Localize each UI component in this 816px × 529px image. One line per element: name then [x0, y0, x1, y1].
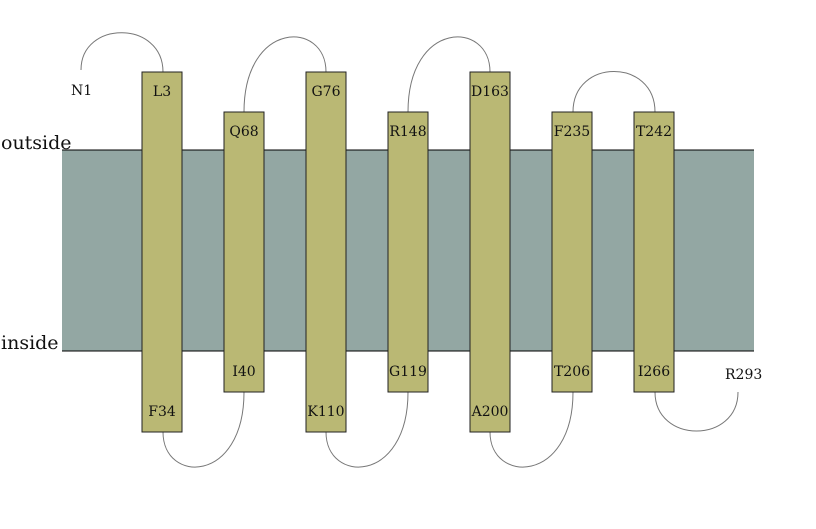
helix-2-top-label: Q68: [229, 124, 258, 140]
helix-5: [469, 71, 511, 433]
loop-h5-h6: [489, 391, 574, 468]
loop-c-term: [654, 391, 739, 432]
outside-label: outside: [1, 132, 72, 154]
helix-3: [305, 71, 347, 433]
helix-5-top-label: D163: [471, 84, 509, 100]
helix-7-top-label: T242: [636, 124, 672, 140]
helix-labels: L3 F34 Q68 I40 G76 K110 R148 G119 D163 A…: [148, 84, 672, 420]
helix-1-bottom-label: F34: [148, 404, 176, 420]
helix-4-bottom-label: G119: [389, 364, 427, 380]
inside-label: inside: [1, 332, 59, 354]
n-terminus-label: N1: [71, 83, 92, 99]
helix-6-top-label: F235: [554, 124, 590, 140]
helix-6: [551, 111, 593, 393]
helix-4: [387, 111, 429, 393]
helix-3-bottom-label: K110: [307, 404, 344, 420]
helix-7-bottom-label: I266: [638, 364, 670, 380]
c-terminus-label: R293: [725, 367, 762, 383]
helix-5-bottom-label: A200: [471, 404, 509, 420]
helices: [141, 71, 675, 433]
helix-6-bottom-label: T206: [554, 364, 590, 380]
loop-n-term: [80, 32, 164, 73]
helix-7: [633, 111, 675, 393]
loop-h3-h4: [325, 391, 409, 468]
loop-h6-h7: [572, 71, 656, 113]
helix-1-top-label: L3: [153, 84, 171, 100]
loop-h4-h5: [407, 36, 491, 113]
helix-1: [141, 71, 183, 433]
helix-4-top-label: R148: [389, 124, 426, 140]
loop-h1-h2: [162, 391, 245, 468]
helix-2-bottom-label: I40: [232, 364, 255, 380]
helix-3-top-label: G76: [312, 84, 341, 100]
helix-2: [223, 111, 265, 393]
loop-h2-h3: [243, 36, 327, 113]
loops: [80, 32, 739, 468]
